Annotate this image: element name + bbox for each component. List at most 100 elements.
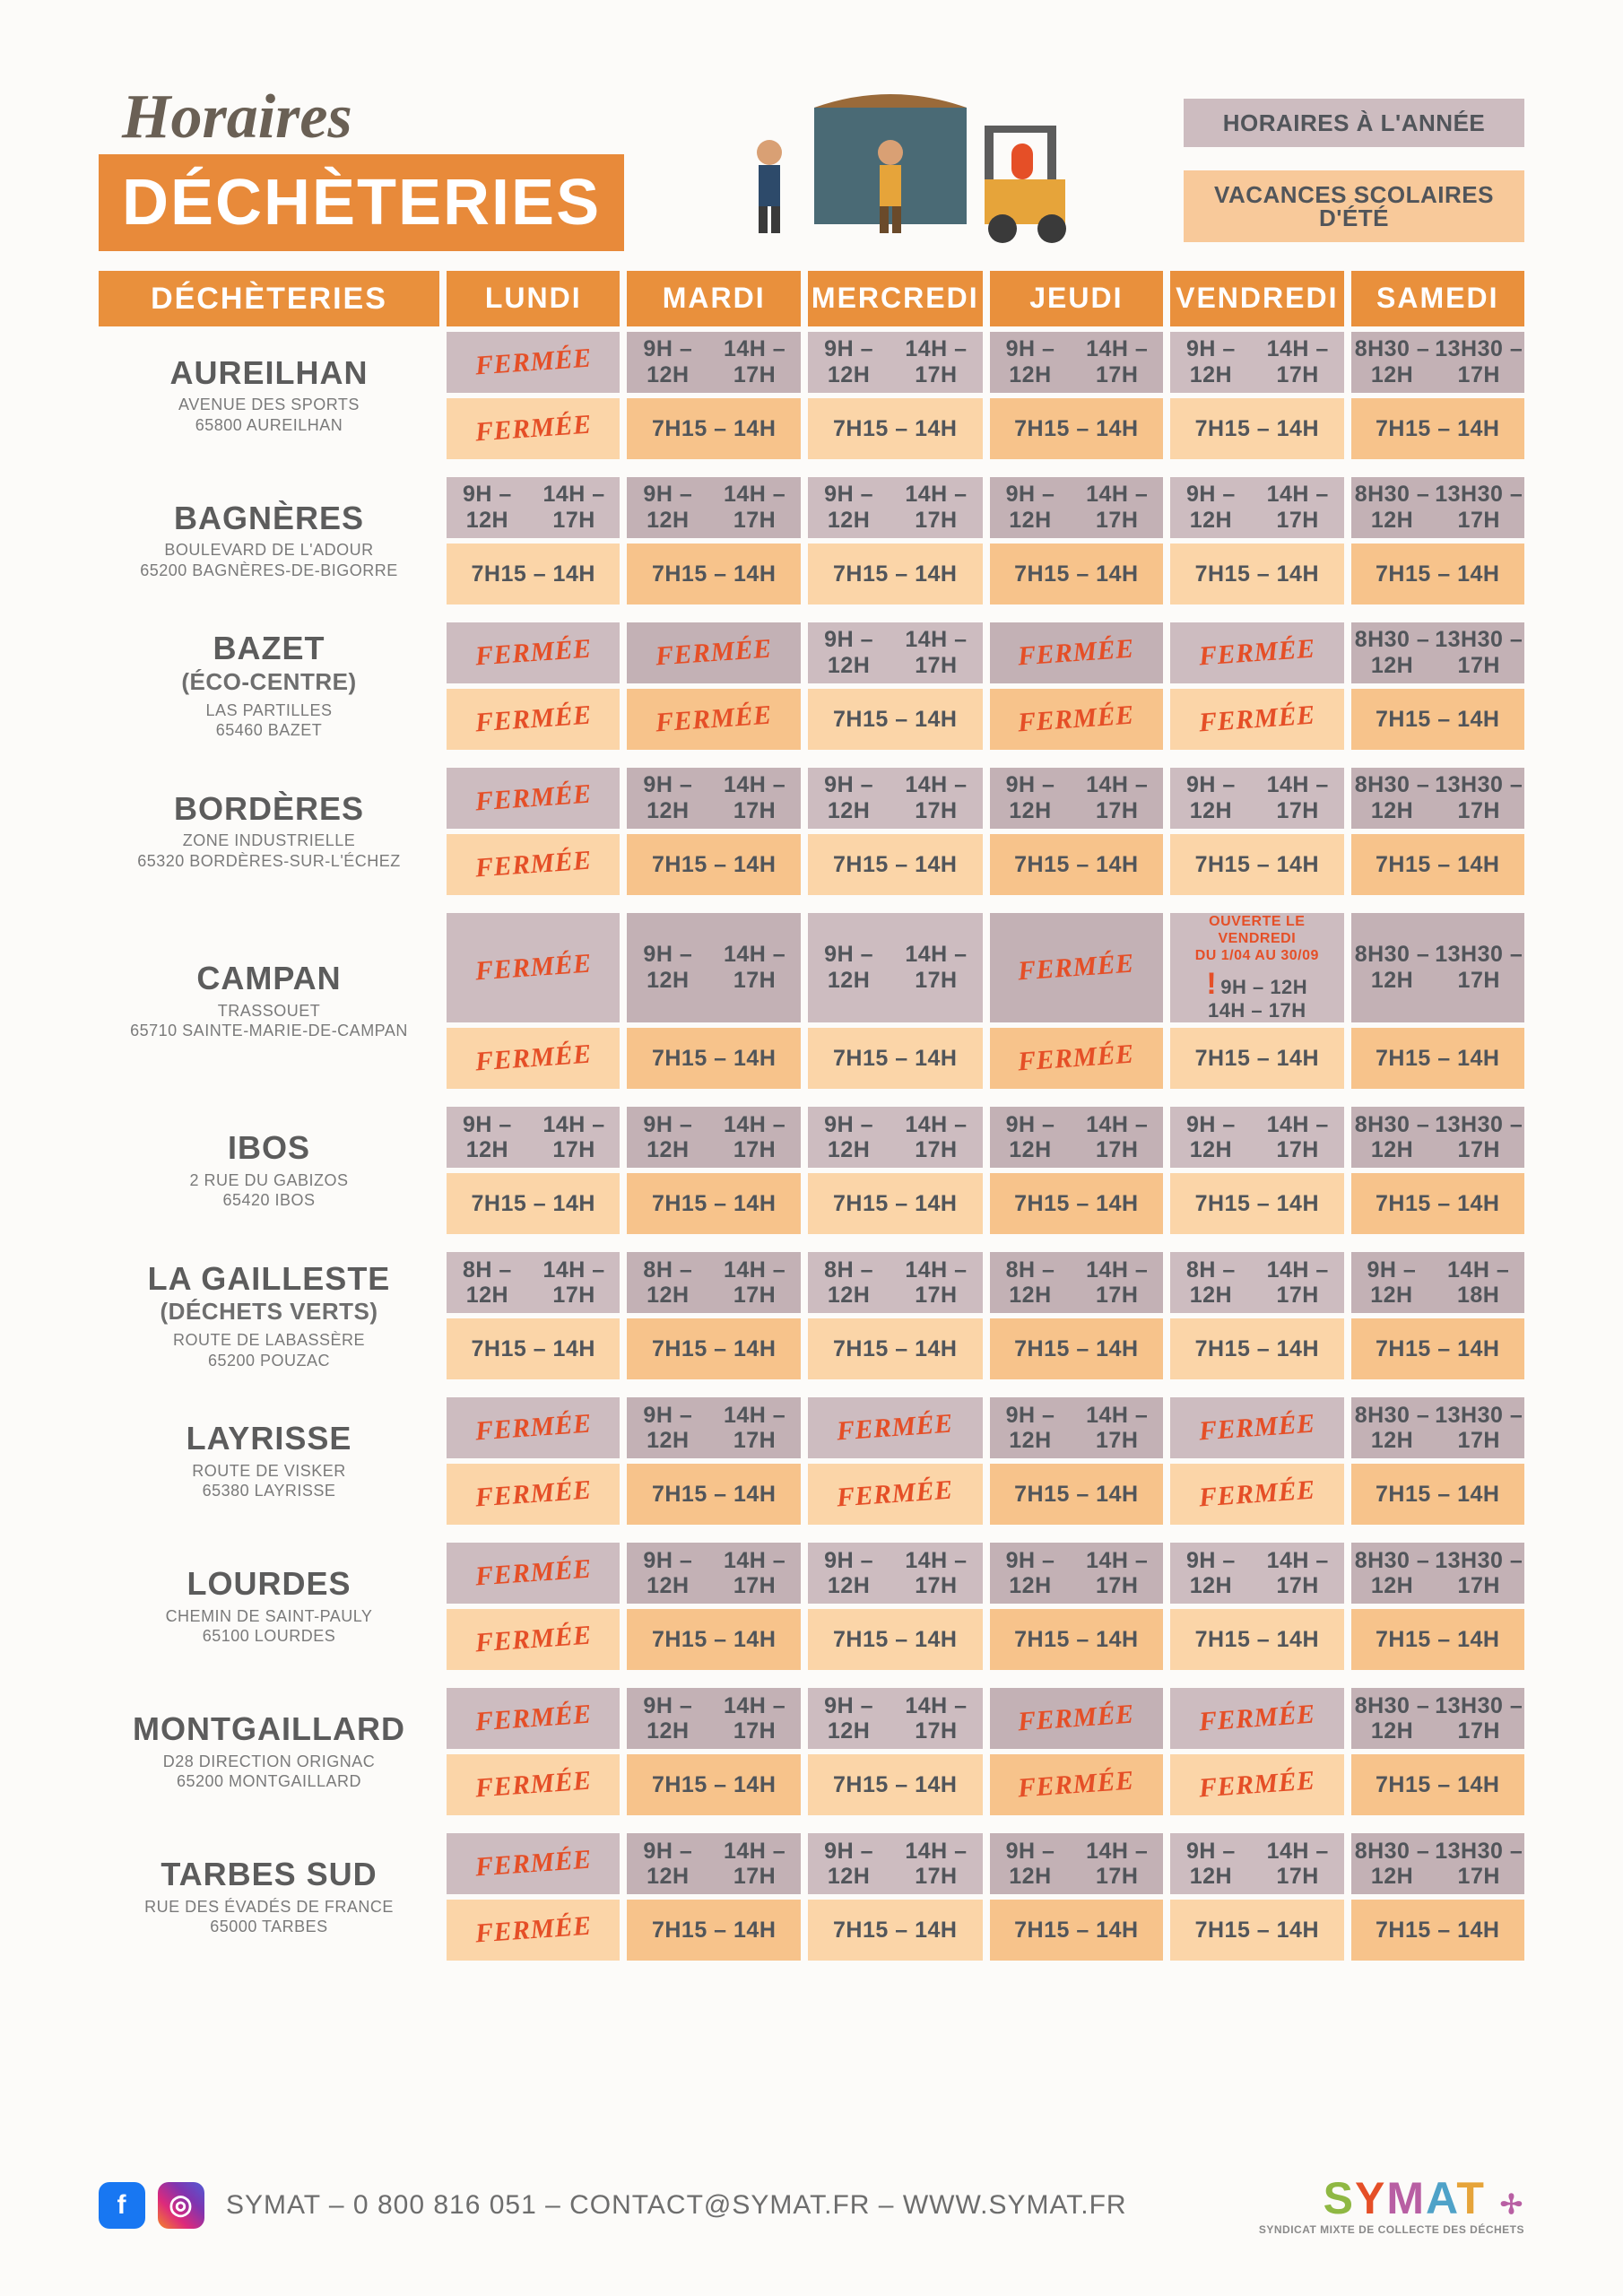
schedule-cell: FERMÉE — [447, 398, 620, 459]
schedule-cell: 8H30 – 12H13H30 – 17H — [1351, 768, 1524, 829]
site-label: BORDÈRES ZONE INDUSTRIELLE65320 BORDÈRES-… — [99, 768, 439, 895]
site-address: RUE DES ÉVADÉS DE FRANCE65000 TARBES — [144, 1897, 394, 1937]
schedule-cell: 7H15 – 14H — [1351, 1318, 1524, 1379]
closed-label: FERMÉE — [1198, 702, 1316, 737]
schedule-cell: 9H – 12H14H – 17H — [447, 477, 620, 538]
row-gap — [99, 465, 1524, 472]
schedule-cell: FERMÉE — [627, 622, 800, 683]
schedule-cell: 9H – 12H14H – 18H — [1351, 1252, 1524, 1313]
schedule-cell: 9H – 12H14H – 17H — [808, 1543, 983, 1604]
site-label: AUREILHANAVENUE DES SPORTS65800 AUREILHA… — [99, 332, 439, 459]
schedule-cell: 7H15 – 14H — [447, 1318, 620, 1379]
site-address: CHEMIN DE SAINT-PAULY65100 LOURDES — [166, 1606, 373, 1647]
schedule-cell: 9H – 12H14H – 17H — [627, 1107, 800, 1168]
schedule-cell: 9H – 12H14H – 17H — [447, 1107, 620, 1168]
schedule-cell: 9H – 12H14H – 17H — [990, 768, 1163, 829]
row-gap — [99, 1821, 1524, 1828]
closed-label: FERMÉE — [474, 412, 593, 447]
site-label: BAZET(ÉCO-CENTRE)LAS PARTILLES65460 BAZE… — [99, 622, 439, 750]
site-label: LA GAILLESTE(DÉCHETS VERTS)ROUTE DE LABA… — [99, 1252, 439, 1379]
schedule-cell: FERMÉE — [990, 913, 1163, 1022]
instagram-icon[interactable]: ◎ — [158, 2182, 204, 2229]
closed-label: FERMÉE — [474, 951, 593, 986]
site-name: TARBES SUD — [161, 1857, 377, 1892]
schedule-cell: 8H30 – 12H13H30 – 17H — [1351, 332, 1524, 393]
closed-label: FERMÉE — [1198, 1477, 1316, 1512]
schedule-cell: 7H15 – 14H — [808, 1900, 983, 1961]
schedule-cell: FERMÉE — [447, 768, 620, 829]
title-decheteries: DÉCHÈTERIES — [99, 154, 624, 251]
schedule-cell: 7H15 – 14H — [808, 1028, 983, 1089]
closed-label: FERMÉE — [474, 1556, 593, 1591]
schedule-cell: FERMÉE — [447, 1028, 620, 1089]
col-header-lundi: LUNDI — [447, 271, 620, 326]
col-header-mercredi: MERCREDI — [808, 271, 983, 326]
closed-label: FERMÉE — [1198, 1768, 1316, 1803]
site-name: LA GAILLESTE — [148, 1262, 391, 1296]
schedule-cell: 9H – 12H14H – 17H — [1170, 1107, 1343, 1168]
schedule-cell: 9H – 12H14H – 17H — [990, 1107, 1163, 1168]
site-address: ZONE INDUSTRIELLE65320 BORDÈRES-SUR-L'ÉC… — [137, 831, 401, 871]
schedule-cell: 8H30 – 12H13H30 – 17H — [1351, 1833, 1524, 1894]
closed-label: FERMÉE — [1198, 1701, 1316, 1736]
schedule-cell: 7H15 – 14H — [808, 689, 983, 750]
schedule-cell: FERMÉE — [447, 1754, 620, 1815]
schedule-cell: 7H15 – 14H — [1170, 1609, 1343, 1670]
schedule-cell: 9H – 12H14H – 17H — [627, 1543, 800, 1604]
site-name: BORDÈRES — [174, 792, 364, 826]
schedule-cell: 8H – 12H14H – 17H — [990, 1252, 1163, 1313]
closed-label: FERMÉE — [474, 1913, 593, 1948]
schedule-table: DÉCHÈTERIES LUNDI MARDI MERCREDI JEUDI V… — [99, 271, 1524, 1961]
closed-label: FERMÉE — [474, 345, 593, 380]
footer-text: SYMAT – 0 800 816 051 – CONTACT@SYMAT.FR… — [226, 2192, 1127, 2219]
site-address: LAS PARTILLES65460 BAZET — [206, 700, 333, 741]
schedule-cell: 7H15 – 14H — [627, 1173, 800, 1234]
schedule-cell: 8H30 – 12H13H30 – 17H — [1351, 622, 1524, 683]
schedule-cell: 8H30 – 12H13H30 – 17H — [1351, 1397, 1524, 1458]
schedule-cell: 7H15 – 14H — [1170, 398, 1343, 459]
closed-label: FERMÉE — [1018, 951, 1136, 986]
schedule-cell: 9H – 12H14H – 17H — [1170, 768, 1343, 829]
title-horaires: Horaires — [122, 86, 624, 149]
site-label: TARBES SUD RUE DES ÉVADÉS DE FRANCE65000 … — [99, 1833, 439, 1961]
legend-block: HORAIRES À L'ANNÉE VACANCES SCOLAIRES D'… — [1184, 99, 1524, 251]
facebook-icon[interactable]: f — [99, 2182, 145, 2229]
row-gap — [99, 1530, 1524, 1537]
header: Horaires DÉCHÈTERIES — [99, 72, 1524, 251]
closed-label: FERMÉE — [1018, 702, 1136, 737]
schedule-cell: 7H15 – 14H — [808, 1173, 983, 1234]
site-address: TRASSOUET65710 SAINTE-MARIE-DE-CAMPAN — [130, 1001, 408, 1041]
forklift-illustration-icon — [716, 72, 1092, 251]
schedule-cell: 9H – 12H14H – 17H — [627, 1688, 800, 1749]
schedule-cell: FERMÉE — [447, 1900, 620, 1961]
schedule-cell: 7H15 – 14H — [1351, 1464, 1524, 1525]
schedule-cell: FERMÉE — [447, 1688, 620, 1749]
schedule-cell: 7H15 – 14H — [627, 1028, 800, 1089]
schedule-cell: 9H – 12H14H – 17H — [808, 913, 983, 1022]
schedule-cell: 9H – 12H14H – 17H — [1170, 1833, 1343, 1894]
site-address: 2 RUE DU GABIZOS65420 IBOS — [189, 1170, 348, 1211]
schedule-cell: 7H15 – 14H — [990, 544, 1163, 604]
schedule-cell: 9H – 12H14H – 17H — [990, 1833, 1163, 1894]
site-address: ROUTE DE VISKER65380 LAYRISSE — [192, 1461, 346, 1501]
schedule-cell: 7H15 – 14H — [627, 544, 800, 604]
schedule-cell: 7H15 – 14H — [1351, 1173, 1524, 1234]
closed-label: FERMÉE — [1018, 1768, 1136, 1803]
schedule-cell: 9H – 12H14H – 17H — [808, 1833, 983, 1894]
site-name: LAYRISSE — [187, 1422, 352, 1456]
schedule-cell: FERMÉE — [990, 1688, 1163, 1749]
schedule-cell: 7H15 – 14H — [627, 1754, 800, 1815]
legend-summer: VACANCES SCOLAIRES D'ÉTÉ — [1184, 170, 1524, 242]
schedule-cell: 9H – 12H14H – 17H — [990, 332, 1163, 393]
closed-label: FERMÉE — [655, 702, 773, 737]
social-icons: f ◎ — [99, 2182, 204, 2229]
site-label: MONTGAILLARDD28 DIRECTION ORIGNAC65200 M… — [99, 1688, 439, 1815]
closed-label: FERMÉE — [474, 1477, 593, 1512]
site-name: IBOS — [228, 1131, 310, 1165]
schedule-cell: 8H – 12H14H – 17H — [627, 1252, 800, 1313]
schedule-cell: 7H15 – 14H — [1351, 1900, 1524, 1961]
schedule-cell: FERMÉE — [447, 1609, 620, 1670]
schedule-cell: FERMÉE — [1170, 1688, 1343, 1749]
footer: f ◎ SYMAT – 0 800 816 051 – CONTACT@SYMA… — [99, 2176, 1524, 2235]
schedule-cell: 7H15 – 14H — [447, 544, 620, 604]
